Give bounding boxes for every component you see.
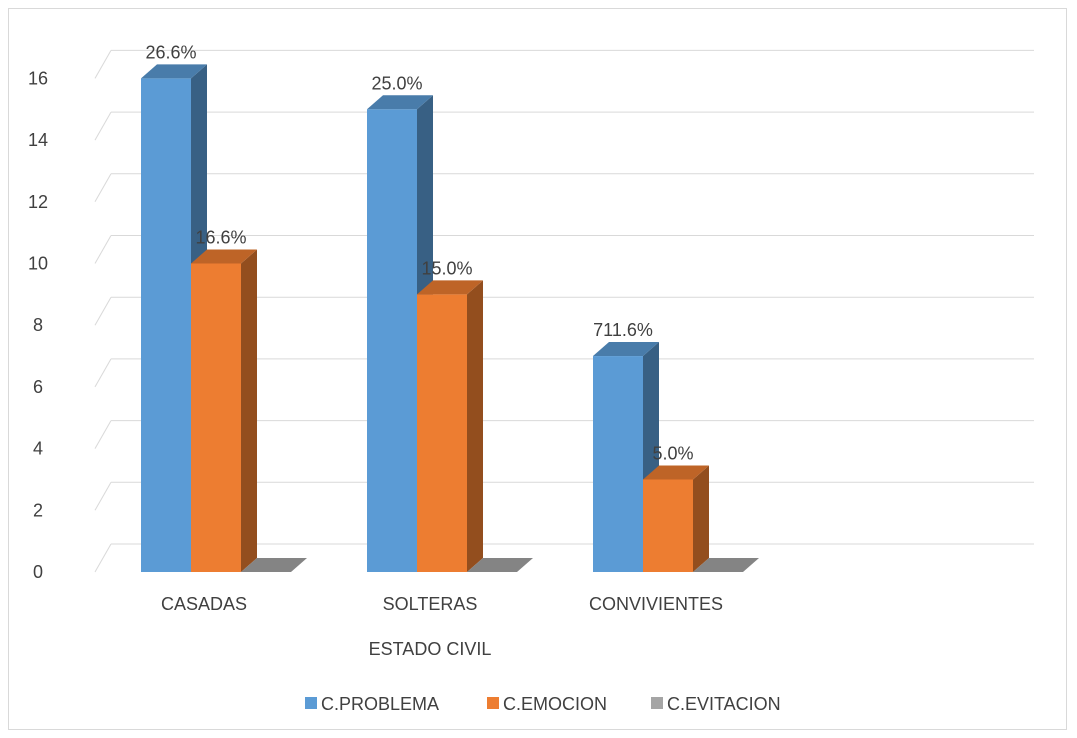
legend: C.PROBLEMA C.EMOCION C.EVITACION (305, 694, 781, 714)
grid-line-depth (94, 358, 112, 388)
bar-c-problema-casadas (141, 64, 207, 573)
bar-c-emocion-solteras (417, 280, 483, 572)
bar-top (467, 558, 533, 572)
bar-c-problema-convivientes (593, 342, 659, 572)
bar-side (467, 280, 483, 572)
legend-swatch (651, 697, 663, 709)
bars (141, 64, 759, 573)
legend-swatch (487, 697, 499, 709)
bar-top (367, 95, 433, 110)
legend-item-c-emocion: C.EMOCION (487, 694, 607, 714)
legend-label: C.EVITACION (667, 694, 781, 714)
y-tick-label: 10 (28, 254, 48, 274)
bar-front (417, 294, 467, 572)
data-label: 16.6% (195, 228, 246, 248)
bar-top (191, 249, 257, 264)
grid-line-depth (94, 235, 112, 264)
bar-side (693, 465, 709, 572)
y-tick-label: 0 (33, 562, 43, 582)
grid-line-depth (94, 482, 112, 511)
bar-c-evitacion-convivientes (693, 558, 759, 572)
y-tick-label: 2 (33, 500, 43, 520)
legend-label: C.PROBLEMA (321, 694, 439, 714)
y-tick-label: 6 (33, 377, 43, 397)
data-label: 25.0% (371, 73, 422, 93)
x-axis-categories: CASADAS SOLTERAS CONVIVIENTES (161, 594, 723, 614)
grid-line-depth (94, 111, 112, 141)
legend-label: C.EMOCION (503, 694, 607, 714)
bar-c-emocion-casadas (191, 249, 257, 572)
bar-top (417, 280, 483, 295)
y-tick-label: 4 (33, 439, 43, 459)
grid-line-depth (94, 420, 112, 449)
bar-front (367, 109, 417, 572)
legend-item-c-evitacion: C.EVITACION (651, 694, 781, 714)
x-tick-label: CASADAS (161, 594, 247, 614)
bar-top (241, 558, 307, 572)
x-tick-label: SOLTERAS (383, 594, 478, 614)
bar-top (643, 465, 709, 480)
data-labels: 26.6% 16.6% 25.0% 15.0% 711.6% 5.0% (145, 42, 693, 463)
y-axis-ticks: 0 2 4 6 8 10 12 14 16 (28, 68, 48, 582)
data-label: 711.6% (593, 320, 653, 340)
grid-line-depth (94, 543, 112, 573)
grid-line-depth (94, 50, 112, 79)
bar-side (241, 249, 257, 572)
data-label: 26.6% (145, 42, 196, 62)
bar-top (141, 64, 207, 79)
y-tick-label: 16 (28, 68, 48, 88)
y-tick-label: 12 (28, 192, 48, 212)
grid-line-depth (94, 173, 112, 203)
bar-c-evitacion-casadas (241, 558, 307, 572)
bar-c-emocion-convivientes (643, 465, 709, 572)
legend-swatch (305, 697, 317, 709)
bar-top (593, 342, 659, 357)
data-label: 15.0% (421, 258, 472, 278)
chart-frame (8, 8, 1067, 730)
bar-front (643, 479, 693, 572)
data-label: 5.0% (652, 443, 693, 463)
grid-lines (94, 49, 1034, 573)
bar-front (191, 263, 241, 572)
bar-front (593, 356, 643, 572)
x-tick-label: CONVIVIENTES (589, 594, 723, 614)
bar-top (693, 558, 759, 572)
x-axis-title: ESTADO CIVIL (369, 639, 492, 659)
bar-c-evitacion-solteras (467, 558, 533, 572)
bar-front (141, 78, 191, 573)
grid-line-depth (94, 296, 112, 326)
legend-item-c-problema: C.PROBLEMA (305, 694, 439, 714)
y-tick-label: 8 (33, 315, 43, 335)
y-tick-label: 14 (28, 130, 48, 150)
